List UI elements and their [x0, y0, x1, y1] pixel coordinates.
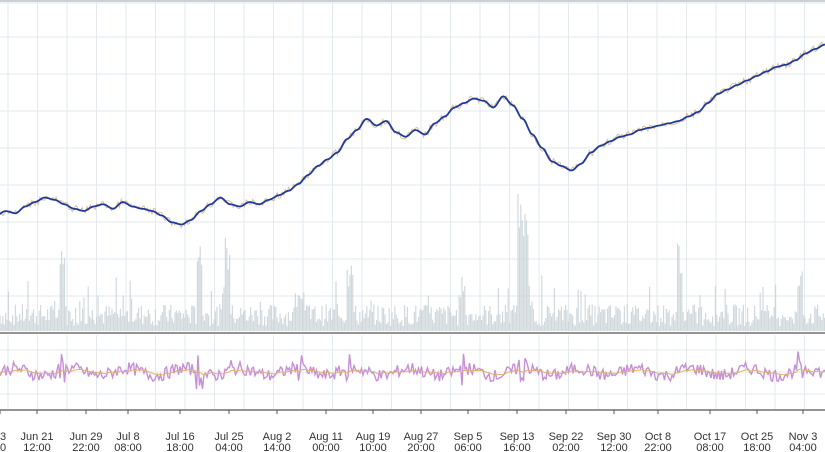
x-tick-label-time: 00:00 — [312, 442, 340, 452]
x-tick-label-time: 02:00 — [552, 442, 580, 452]
x-tick-label-date: Aug 19 — [356, 431, 391, 443]
x-tick-label-time: 22:00 — [644, 442, 672, 452]
x-tick-label-date: Sep 22 — [549, 431, 584, 443]
x-tick-label-time: 04:00 — [215, 442, 243, 452]
price-raw-line — [0, 41, 825, 229]
x-tick-label-date: Jul 8 — [116, 431, 139, 443]
x-tick-label-date: Jun 21 — [20, 431, 53, 443]
x-tick-label-date: Sep 5 — [454, 431, 483, 443]
x-tick-label-time: 20:00 — [407, 442, 435, 452]
x-tick-label-date: Sep 30 — [597, 431, 632, 443]
x-tick-label-time: 12:00 — [23, 442, 51, 452]
x-tick-label-time: 06:00 — [454, 442, 482, 452]
x-tick-label-date: Aug 11 — [309, 431, 343, 443]
x-tick-label-date: Oct 25 — [741, 431, 773, 443]
x-tick-label-date: Aug 2 — [263, 431, 292, 443]
x-tick-label-time: 0 — [0, 442, 6, 452]
x-tick-label-date: Jul 16 — [165, 431, 194, 443]
x-tick-label-time: 16:00 — [503, 442, 531, 452]
x-tick-label-date: Oct 17 — [694, 431, 726, 443]
x-tick-label-date: Sep 13 — [500, 431, 535, 443]
price-smooth-line — [0, 43, 825, 226]
x-tick-label-date: Oct 8 — [645, 431, 671, 443]
x-tick-label-time: 18:00 — [743, 442, 771, 452]
x-tick-label-date: Jun 29 — [69, 431, 102, 443]
x-tick-label-time: 14:00 — [263, 442, 291, 452]
x-tick-label-time: 12:00 — [600, 442, 628, 452]
x-tick-label-time: 10:00 — [359, 442, 387, 452]
x-tick-label-date: Aug 27 — [404, 431, 439, 443]
x-tick-label-time: 22:00 — [72, 442, 100, 452]
x-tick-label-date: 3 — [0, 431, 6, 443]
x-tick-label-time: 04:00 — [789, 442, 817, 452]
x-tick-label-time: 18:00 — [166, 442, 194, 452]
x-tick-label-date: Jul 25 — [214, 431, 243, 443]
x-tick-label-time: 08:00 — [696, 442, 724, 452]
signal-line — [0, 368, 825, 376]
x-tick-label-time: 08:00 — [114, 442, 142, 452]
x-tick-label-date: Nov 3 — [789, 431, 818, 443]
